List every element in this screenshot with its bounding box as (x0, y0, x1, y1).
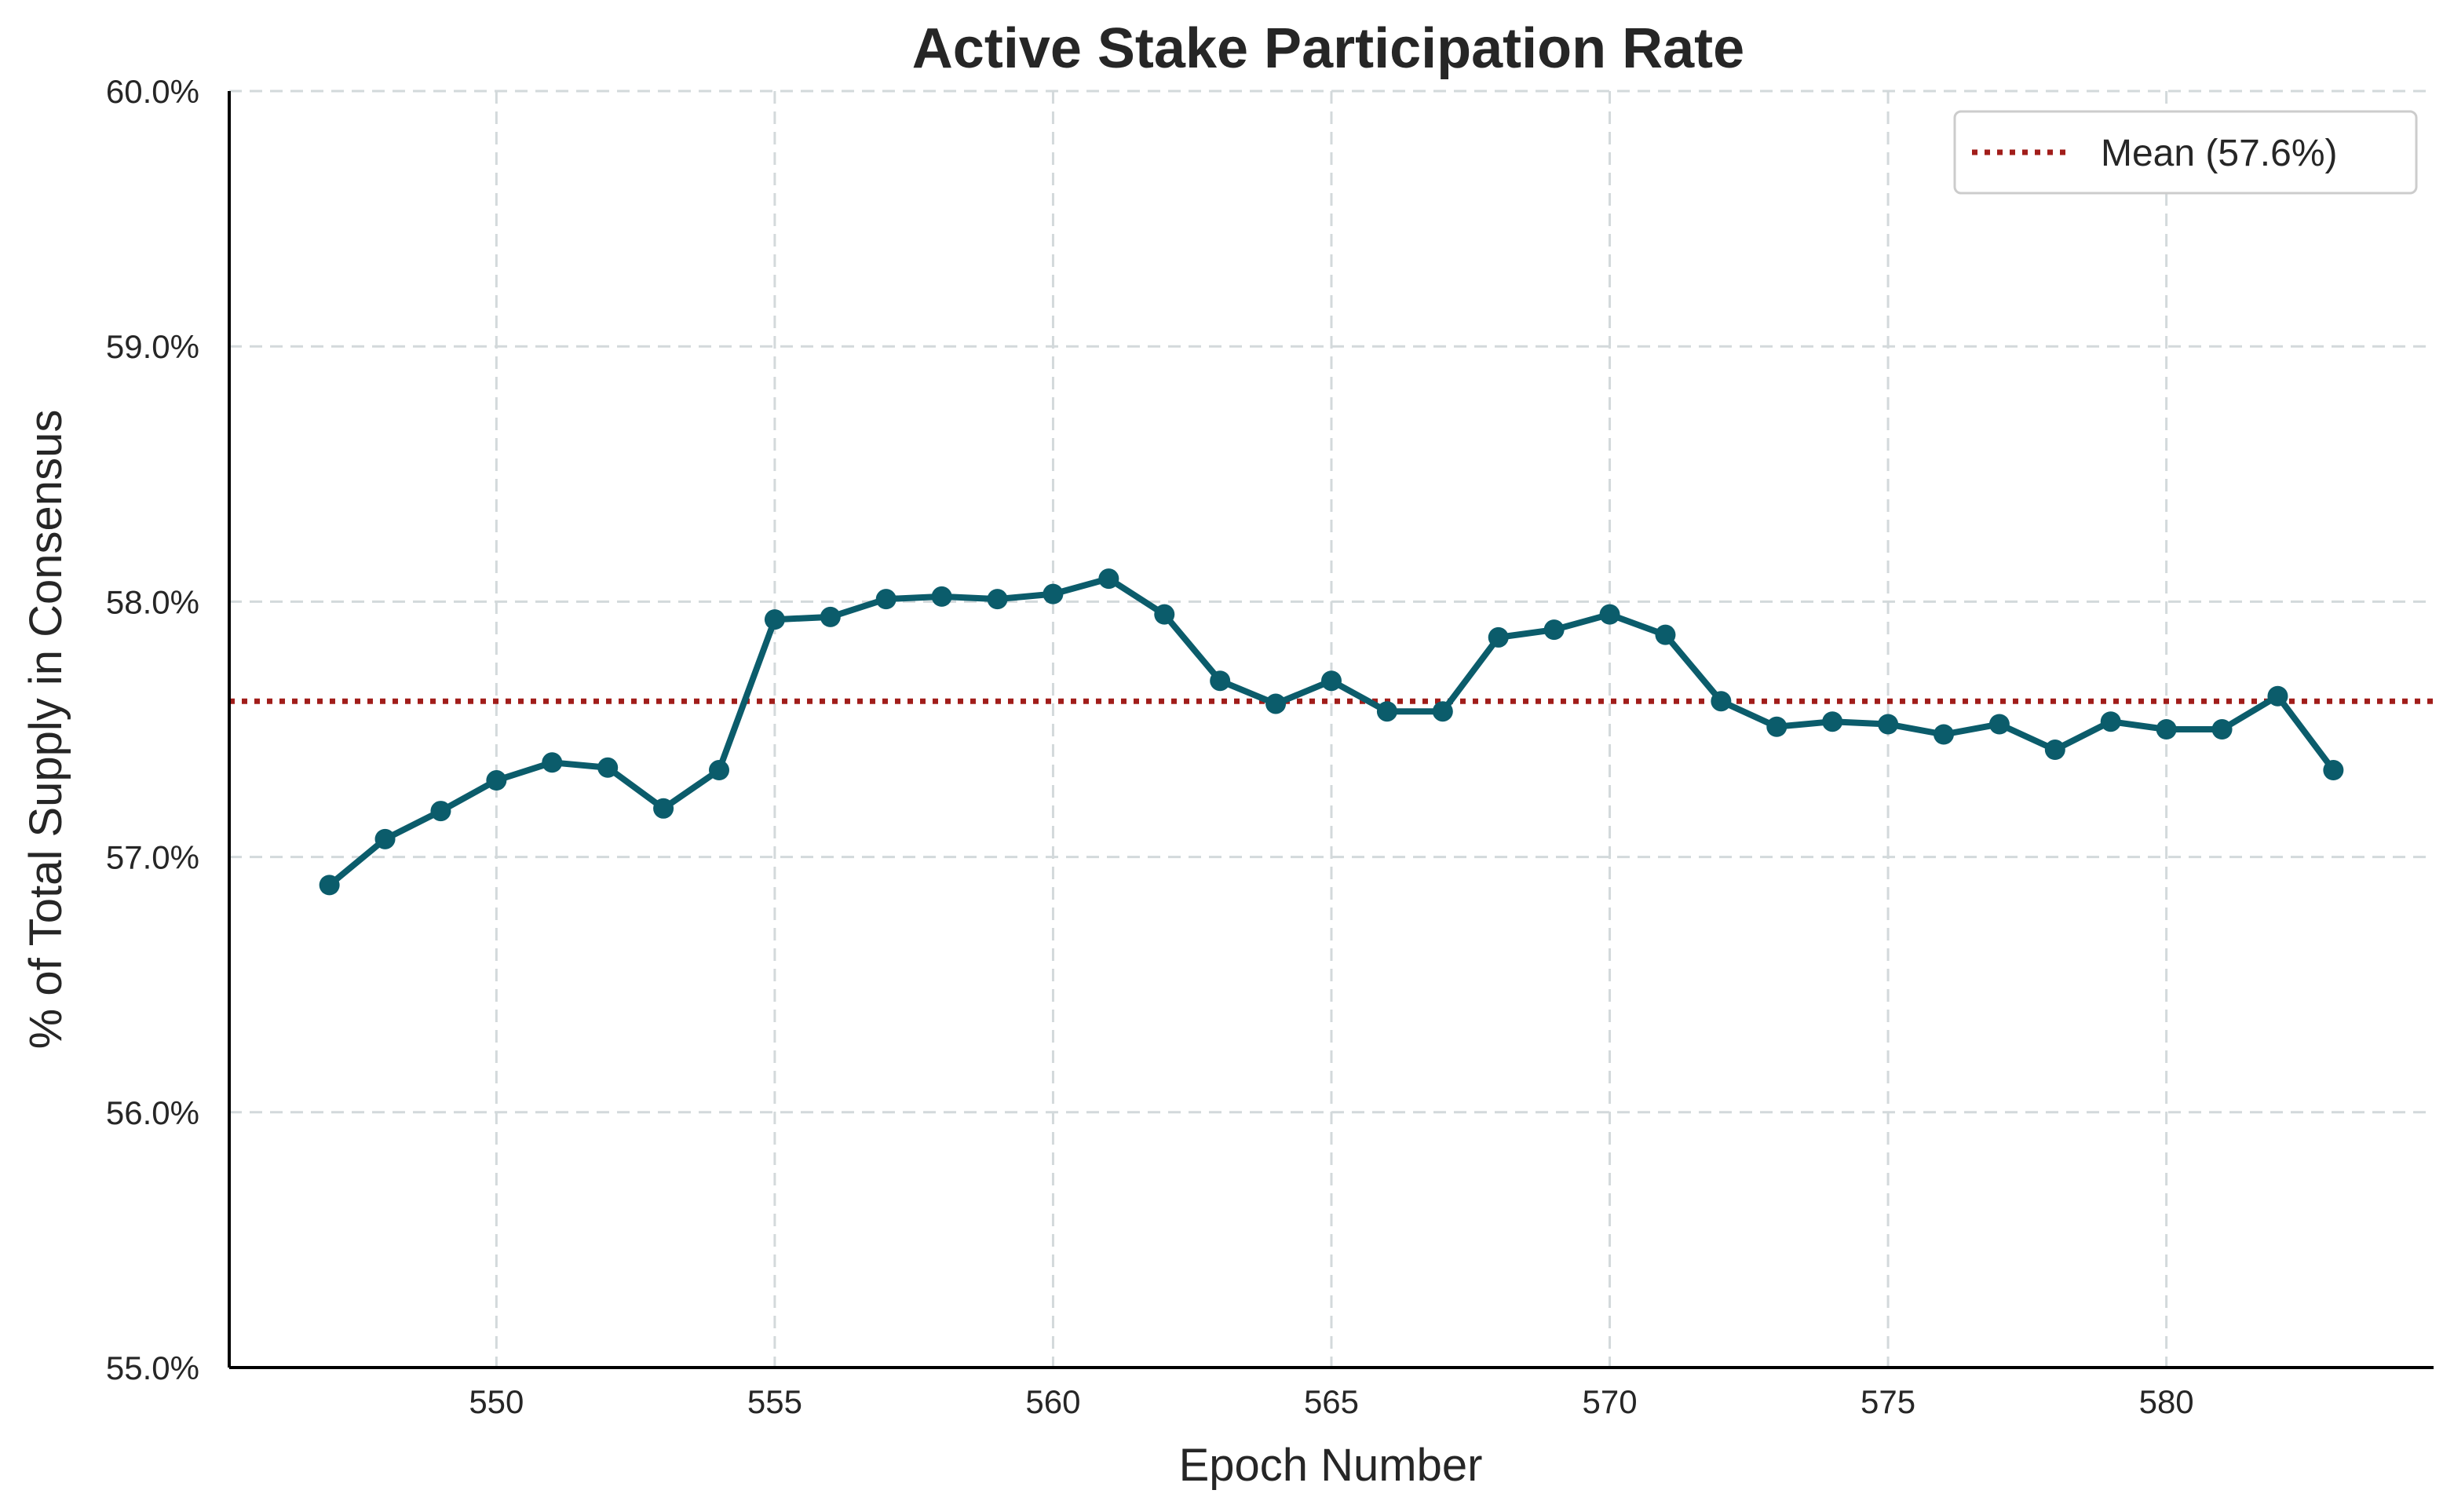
data-point (1599, 604, 1620, 625)
data-point (1154, 604, 1175, 625)
data-point (2323, 760, 2344, 781)
data-point (1488, 626, 1509, 648)
data-point (875, 589, 896, 610)
data-point (820, 606, 841, 627)
y-tick-label: 58.0% (106, 583, 199, 620)
data-point (1711, 691, 1732, 712)
y-tick-label: 55.0% (106, 1349, 199, 1386)
data-point (2156, 719, 2177, 740)
data-point (1265, 693, 1287, 714)
x-axis-ticks: 550 555 560 565 570 575 580 (469, 1383, 2193, 1420)
data-point (764, 609, 785, 630)
data-point (931, 586, 952, 607)
chart-title: Active Stake Participation Rate (912, 17, 1744, 80)
data-point (1432, 701, 1453, 722)
data-point (2044, 740, 2065, 761)
gridlines (229, 89, 2434, 1369)
data-point (486, 770, 507, 791)
data-point (1988, 714, 2010, 735)
data-point (1098, 568, 1119, 590)
y-axis-ticks: 55.0% 56.0% 57.0% 58.0% 59.0% 60.0% (106, 73, 199, 1386)
data-point (1878, 714, 1899, 735)
data-point (709, 760, 729, 781)
x-tick-label: 555 (747, 1383, 802, 1420)
data-point (430, 801, 451, 822)
data-point (1376, 701, 1397, 722)
y-axis-label: % of Total Supply in Consensus (20, 410, 71, 1050)
data-point (1766, 716, 1788, 737)
x-tick-label: 550 (469, 1383, 524, 1420)
legend: Mean (57.6%) (1953, 110, 2418, 195)
x-tick-label: 570 (1583, 1383, 1638, 1420)
data-point (1543, 619, 1565, 641)
data-point (1822, 711, 1843, 732)
series-group (319, 568, 2344, 896)
data-point (1210, 670, 1231, 692)
y-tick-label: 57.0% (106, 839, 199, 876)
data-point (2211, 719, 2233, 740)
legend-box (1953, 110, 2418, 195)
data-point (1043, 583, 1064, 604)
data-point (597, 757, 619, 778)
y-tick-label: 59.0% (106, 328, 199, 365)
data-point (374, 828, 396, 849)
x-tick-label: 560 (1025, 1383, 1080, 1420)
x-tick-label: 565 (1304, 1383, 1359, 1420)
data-point (319, 875, 340, 896)
data-point (987, 589, 1008, 610)
x-tick-label: 575 (1861, 1383, 1915, 1420)
data-point (1321, 670, 1342, 692)
x-axis-label: Epoch Number (1179, 1440, 1483, 1491)
data-point (1655, 624, 1676, 645)
legend-label-mean: Mean (57.6%) (2101, 133, 2337, 174)
x-tick-label: 580 (2139, 1383, 2194, 1420)
y-tick-label: 60.0% (106, 73, 199, 110)
data-point (2267, 685, 2288, 707)
data-point (1934, 724, 1954, 745)
data-point (2100, 711, 2121, 732)
data-point (653, 798, 674, 819)
y-tick-label: 56.0% (106, 1094, 199, 1131)
data-point (542, 752, 563, 773)
